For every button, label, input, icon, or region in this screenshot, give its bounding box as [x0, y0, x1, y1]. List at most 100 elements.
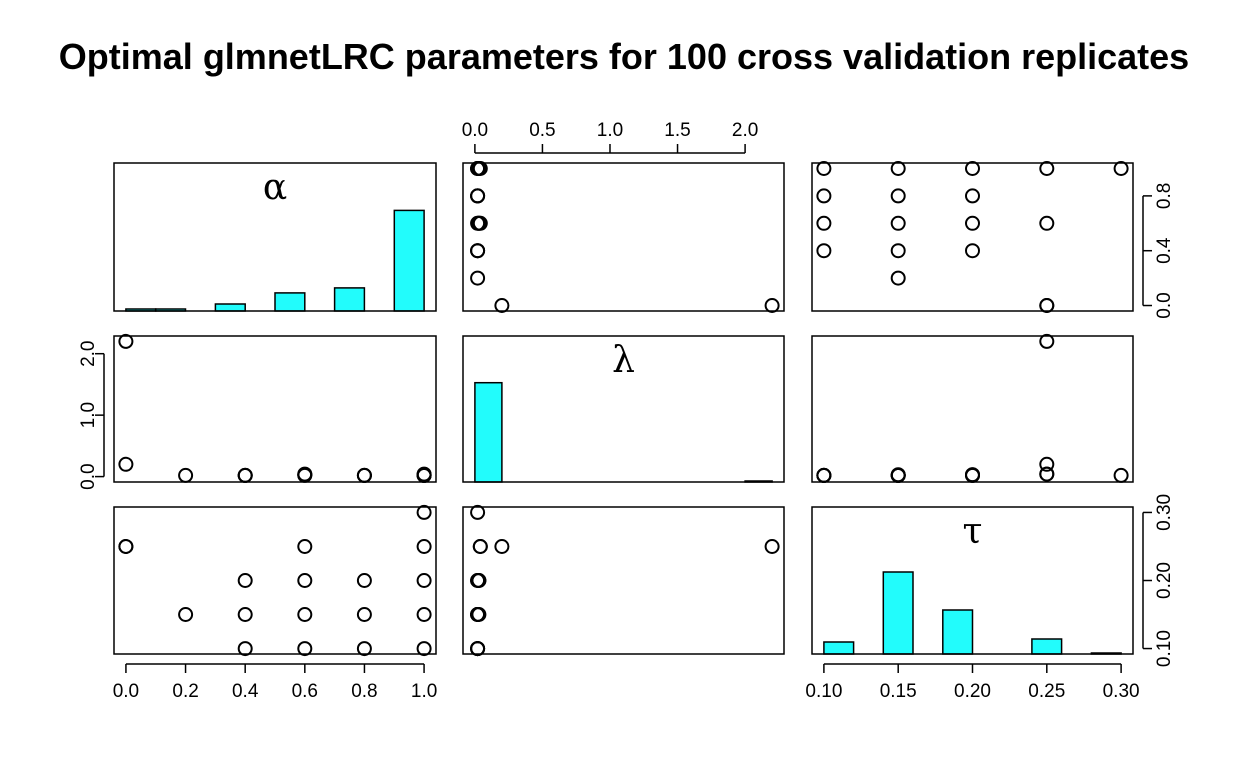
data-point [965, 243, 980, 259]
data-point [816, 188, 832, 204]
data-point [470, 504, 486, 520]
data-point [890, 161, 906, 176]
panel-tau-vs-alpha [118, 504, 432, 657]
data-point [764, 298, 780, 313]
histogram-tau: τ [823, 511, 1122, 655]
tick-label: 0.0 [78, 463, 99, 489]
data-point [237, 467, 253, 483]
data-point [237, 607, 253, 622]
tick-label: 0.30 [1103, 681, 1140, 702]
diagonal-label-tau: τ [963, 511, 983, 552]
histogram-bar [274, 292, 306, 312]
data-point [1039, 456, 1055, 472]
panel-lambda-vs-alpha [118, 333, 432, 483]
data-point [297, 539, 313, 554]
tick-label: 0.0 [113, 681, 139, 702]
data-point [178, 607, 194, 622]
tick-label: 1.0 [411, 681, 437, 702]
tick-label: 2.0 [732, 120, 758, 141]
tick-label: 0.8 [1154, 183, 1175, 209]
panel-tau-vs-lambda [470, 504, 780, 657]
tick-label: 0.20 [1154, 562, 1175, 599]
data-point [118, 456, 134, 472]
data-point [297, 641, 313, 657]
data-point [816, 243, 832, 259]
data-point [470, 161, 486, 176]
tick-label: 1.0 [78, 402, 99, 428]
data-point [472, 539, 488, 554]
data-point [470, 188, 486, 204]
data-point [118, 539, 134, 554]
tick-label: 2.0 [78, 340, 99, 366]
panel-frame [113, 506, 437, 655]
data-point [1039, 466, 1055, 482]
data-point [416, 573, 432, 588]
histogram-bar [333, 287, 366, 312]
data-point [470, 243, 486, 259]
data-point [470, 270, 486, 286]
tick-label: 0.30 [1154, 494, 1175, 531]
data-point [416, 539, 432, 554]
data-point [416, 504, 432, 520]
panel-lambda-vs-tau [816, 333, 1129, 483]
panel-frame [462, 162, 785, 312]
data-point [1113, 467, 1129, 483]
data-point [890, 243, 906, 259]
data-point [356, 573, 372, 588]
diagonal-label-lambda: λ [612, 340, 635, 381]
panel-frame [113, 335, 437, 483]
chart-title: Optimal glmnetLRC parameters for 100 cro… [58, 36, 1190, 77]
data-point [297, 607, 313, 622]
tick-label: 0.10 [805, 681, 842, 702]
data-point [764, 539, 780, 554]
tick-label: 0.0 [462, 120, 488, 141]
data-point [890, 188, 906, 204]
data-point [816, 215, 832, 231]
data-point [470, 607, 486, 622]
tick-label: 0.2 [172, 681, 198, 702]
data-point [416, 607, 432, 622]
tick-label: 0.5 [529, 120, 555, 141]
data-point [470, 641, 486, 657]
tick-label: 0.20 [954, 681, 991, 702]
x-axis-lambda: 0.0 0.5 1.0 1.5 2.0 [462, 120, 758, 154]
data-point [965, 188, 980, 204]
y-axis-lambda: 0.0 1.0 2.0 [78, 340, 105, 490]
panel-frame [462, 335, 785, 483]
tick-label: 1.5 [664, 120, 690, 141]
tick-label: 0.25 [1028, 681, 1065, 702]
data-point [890, 215, 906, 231]
data-point [416, 641, 432, 657]
data-point [472, 215, 488, 231]
data-point [178, 467, 194, 483]
histogram-bar [393, 209, 425, 312]
tick-label: 0.8 [351, 681, 377, 702]
x-axis-tau: 0.10 0.15 0.20 0.25 0.30 [805, 663, 1140, 702]
data-point [965, 161, 980, 176]
data-point [471, 573, 487, 588]
data-point [356, 607, 372, 622]
tick-label: 0.4 [232, 681, 259, 702]
histogram-bar [214, 303, 246, 312]
histogram-bar [882, 571, 914, 655]
panel-frame [811, 335, 1134, 483]
data-point [297, 466, 313, 482]
data-point [356, 467, 372, 483]
data-point [237, 641, 253, 657]
histogram-bar [942, 609, 974, 655]
histogram-bar [1031, 638, 1063, 655]
data-point [297, 573, 313, 588]
data-point [890, 270, 906, 286]
data-point [816, 161, 832, 176]
panel-frame [811, 506, 1134, 655]
data-point [965, 467, 980, 483]
panel-frame [462, 506, 785, 655]
tick-label: 0.4 [1154, 237, 1175, 264]
histogram-bar [474, 381, 503, 483]
data-point [356, 641, 372, 657]
data-point [1039, 161, 1055, 176]
panel-alpha-vs-tau [816, 161, 1129, 313]
data-point [1113, 161, 1129, 176]
tick-label: 0.15 [880, 681, 917, 702]
